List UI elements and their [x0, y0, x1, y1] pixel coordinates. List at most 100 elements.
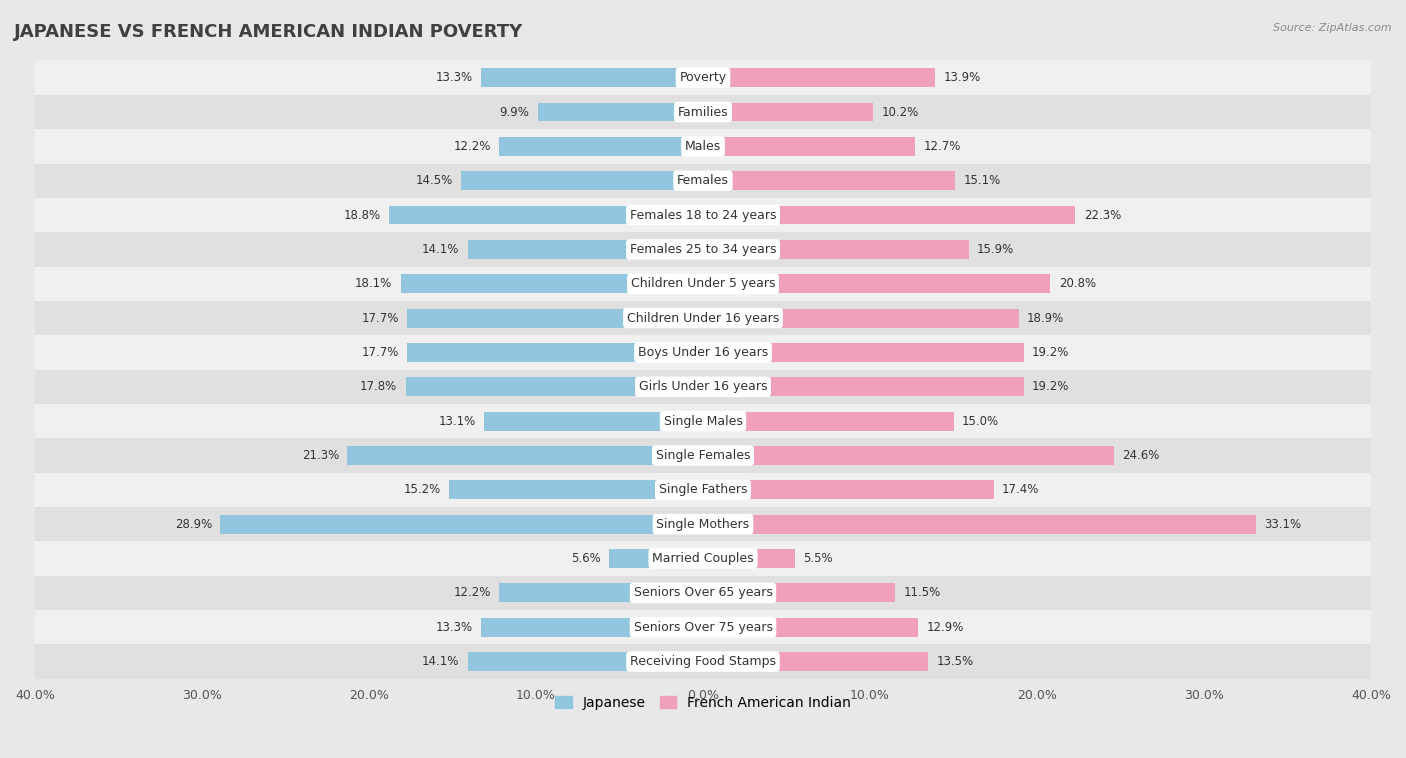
Bar: [703, 309, 1019, 327]
Text: Seniors Over 65 years: Seniors Over 65 years: [634, 587, 772, 600]
Bar: [35, 370, 1371, 404]
Bar: [389, 205, 703, 224]
Text: 12.2%: 12.2%: [454, 140, 491, 153]
Bar: [35, 644, 1371, 678]
Text: 22.3%: 22.3%: [1084, 208, 1121, 221]
Text: 19.2%: 19.2%: [1032, 346, 1070, 359]
Bar: [35, 541, 1371, 576]
Text: 15.1%: 15.1%: [963, 174, 1001, 187]
Bar: [35, 576, 1371, 610]
Text: 17.7%: 17.7%: [361, 312, 399, 324]
Text: Seniors Over 75 years: Seniors Over 75 years: [634, 621, 772, 634]
Bar: [703, 618, 918, 637]
Text: 13.3%: 13.3%: [436, 621, 472, 634]
Text: Receiving Food Stamps: Receiving Food Stamps: [630, 655, 776, 668]
Bar: [703, 343, 1024, 362]
Text: Poverty: Poverty: [679, 71, 727, 84]
Text: 13.9%: 13.9%: [943, 71, 981, 84]
Bar: [499, 584, 703, 603]
Bar: [408, 343, 703, 362]
Bar: [703, 137, 915, 156]
Bar: [703, 412, 953, 431]
Bar: [481, 618, 703, 637]
Bar: [401, 274, 703, 293]
Text: Single Males: Single Males: [664, 415, 742, 428]
Text: 14.1%: 14.1%: [422, 243, 460, 256]
Bar: [468, 240, 703, 258]
Text: 5.6%: 5.6%: [571, 552, 602, 565]
Legend: Japanese, French American Indian: Japanese, French American Indian: [550, 690, 856, 715]
Bar: [406, 377, 703, 396]
Bar: [703, 377, 1024, 396]
Bar: [35, 95, 1371, 129]
Bar: [703, 549, 794, 568]
Bar: [35, 507, 1371, 541]
Text: 20.8%: 20.8%: [1059, 277, 1095, 290]
Bar: [35, 129, 1371, 164]
Text: JAPANESE VS FRENCH AMERICAN INDIAN POVERTY: JAPANESE VS FRENCH AMERICAN INDIAN POVER…: [14, 23, 523, 41]
Text: 9.9%: 9.9%: [499, 105, 529, 118]
Text: 5.5%: 5.5%: [803, 552, 832, 565]
Bar: [35, 610, 1371, 644]
Text: 18.1%: 18.1%: [356, 277, 392, 290]
Text: Females 25 to 34 years: Females 25 to 34 years: [630, 243, 776, 256]
Bar: [703, 205, 1076, 224]
Text: 18.8%: 18.8%: [343, 208, 381, 221]
Bar: [35, 267, 1371, 301]
Bar: [35, 404, 1371, 438]
Text: 18.9%: 18.9%: [1026, 312, 1064, 324]
Text: Children Under 16 years: Children Under 16 years: [627, 312, 779, 324]
Bar: [347, 446, 703, 465]
Text: 13.1%: 13.1%: [439, 415, 475, 428]
Bar: [703, 171, 955, 190]
Bar: [499, 137, 703, 156]
Bar: [35, 198, 1371, 232]
Text: Single Mothers: Single Mothers: [657, 518, 749, 531]
Text: Boys Under 16 years: Boys Under 16 years: [638, 346, 768, 359]
Text: Source: ZipAtlas.com: Source: ZipAtlas.com: [1274, 23, 1392, 33]
Bar: [703, 481, 994, 500]
Text: 24.6%: 24.6%: [1122, 449, 1160, 462]
Bar: [468, 652, 703, 671]
Bar: [703, 446, 1114, 465]
Text: Single Fathers: Single Fathers: [659, 484, 747, 496]
Text: 17.8%: 17.8%: [360, 381, 398, 393]
Text: Married Couples: Married Couples: [652, 552, 754, 565]
Bar: [703, 68, 935, 87]
Text: 10.2%: 10.2%: [882, 105, 920, 118]
Bar: [537, 102, 703, 121]
Text: 12.9%: 12.9%: [927, 621, 965, 634]
Bar: [703, 274, 1050, 293]
Text: 11.5%: 11.5%: [904, 587, 941, 600]
Bar: [703, 652, 928, 671]
Text: 12.7%: 12.7%: [924, 140, 960, 153]
Text: 17.4%: 17.4%: [1002, 484, 1039, 496]
Bar: [35, 164, 1371, 198]
Text: Females 18 to 24 years: Females 18 to 24 years: [630, 208, 776, 221]
Bar: [703, 240, 969, 258]
Bar: [35, 232, 1371, 267]
Text: Males: Males: [685, 140, 721, 153]
Text: 15.0%: 15.0%: [962, 415, 1000, 428]
Text: 14.5%: 14.5%: [415, 174, 453, 187]
Bar: [35, 335, 1371, 370]
Text: 12.2%: 12.2%: [454, 587, 491, 600]
Bar: [481, 68, 703, 87]
Bar: [35, 301, 1371, 335]
Bar: [449, 481, 703, 500]
Bar: [221, 515, 703, 534]
Bar: [408, 309, 703, 327]
Text: Females: Females: [678, 174, 728, 187]
Bar: [703, 515, 1256, 534]
Text: Families: Families: [678, 105, 728, 118]
Text: 33.1%: 33.1%: [1264, 518, 1302, 531]
Bar: [35, 473, 1371, 507]
Text: 15.2%: 15.2%: [404, 484, 441, 496]
Bar: [703, 102, 873, 121]
Bar: [35, 61, 1371, 95]
Text: 17.7%: 17.7%: [361, 346, 399, 359]
Text: 13.3%: 13.3%: [436, 71, 472, 84]
Text: 14.1%: 14.1%: [422, 655, 460, 668]
Text: 13.5%: 13.5%: [936, 655, 974, 668]
Text: Children Under 5 years: Children Under 5 years: [631, 277, 775, 290]
